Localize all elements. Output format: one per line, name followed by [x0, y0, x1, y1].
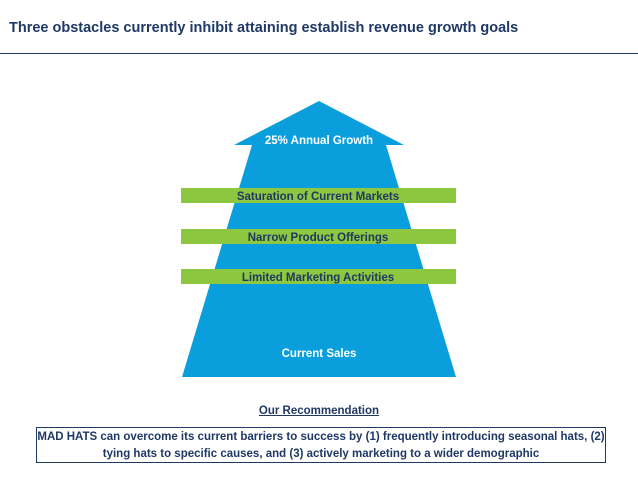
- base-label: Current Sales: [282, 348, 357, 360]
- arrow-label: 25% Annual Growth: [265, 135, 373, 147]
- title-divider: [0, 53, 638, 54]
- recommendation-box: MAD HATS can overcome its current barrie…: [36, 427, 606, 463]
- obstacle-label: Saturation of Current Markets: [237, 191, 399, 203]
- obstacle-band-limited-marketing: Limited Marketing Activities: [181, 269, 456, 284]
- slide-title: Three obstacles currently inhibit attain…: [9, 20, 519, 36]
- obstacle-label: Limited Marketing Activities: [242, 272, 394, 284]
- recommendation-heading: Our Recommendation: [258, 405, 380, 417]
- obstacle-band-saturation: Saturation of Current Markets: [181, 188, 456, 203]
- obstacle-band-narrow-products: Narrow Product Offerings: [181, 229, 456, 244]
- recommendation-text: MAD HATS can overcome its current barrie…: [37, 431, 605, 460]
- obstacle-label: Narrow Product Offerings: [248, 232, 389, 244]
